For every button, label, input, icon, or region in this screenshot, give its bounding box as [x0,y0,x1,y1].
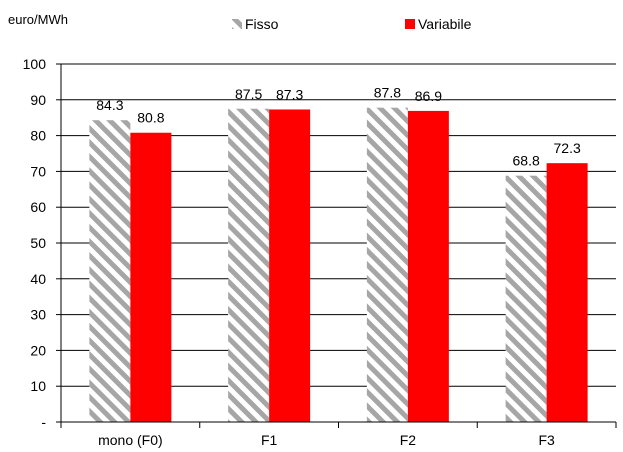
y-tick-label: 50 [30,235,46,251]
y-tick-label: 100 [23,56,47,72]
y-axis-unit-label: euro/MWh [8,12,68,27]
y-tick-label: - [41,414,46,430]
data-label: 86.9 [415,88,442,104]
bar-fisso [366,107,408,423]
legend-swatch-variabile [405,19,415,29]
y-tick-label: 60 [30,199,46,215]
x-category-label: F1 [261,432,278,448]
data-label: 87.8 [374,85,401,101]
y-tick-label: 90 [30,92,46,108]
bar-variabile [130,132,172,422]
axes [56,63,617,428]
y-tick-label: 40 [30,271,46,287]
bar-variabile [269,109,311,422]
legend-label-variabile: Variabile [418,16,472,32]
legend-label-fisso: Fisso [245,16,279,32]
x-category-label: F2 [400,432,417,448]
y-tick-label: 80 [30,128,46,144]
data-label: 87.5 [235,86,262,102]
y-tick-label: 20 [30,342,46,358]
bar-variabile [407,110,449,422]
data-label: 72.3 [554,140,581,156]
labels: - 10 20 30 40 50 60 70 80 90 100 84.3 80.8 mono (F0) 8… [23,56,581,448]
y-tick-label: 30 [30,307,46,323]
bars [89,107,588,423]
legend: Fisso Variabile [232,16,472,32]
x-category-label: F3 [538,432,555,448]
y-tick-label: 10 [30,378,46,394]
bar-variabile [546,163,588,422]
y-tick-label: 70 [30,163,46,179]
data-label: 87.3 [276,86,303,102]
data-label: 84.3 [96,97,123,113]
data-label: 80.8 [137,110,164,126]
bar-fisso [505,175,547,422]
data-label: 68.8 [513,153,540,169]
bar-fisso [89,120,131,423]
legend-swatch-fisso [232,19,242,29]
x-category-label: mono (F0) [98,432,163,448]
bar-fisso [228,108,270,422]
